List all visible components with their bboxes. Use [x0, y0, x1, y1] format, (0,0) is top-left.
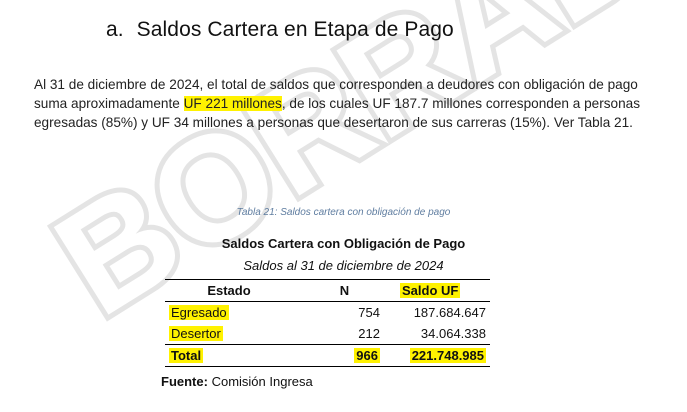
header-saldo-label: Saldo UF	[400, 283, 461, 298]
cell-saldo: 187.684.647	[413, 305, 486, 320]
table-subtitle: Saldos al 31 de diciembre de 2024	[243, 258, 444, 273]
table-caption: Tabla 21: Saldos cartera con obligación …	[236, 207, 451, 218]
table-header-row: Estado N Saldo UF	[165, 279, 490, 302]
cell-n: 754	[358, 305, 380, 320]
cell-estado-label: Desertor	[169, 326, 223, 341]
cell-estado: Egresado	[165, 302, 293, 324]
section-title: Saldos Cartera en Etapa de Pago	[136, 18, 454, 41]
header-estado: Estado	[207, 283, 251, 298]
cell-saldo: 34.064.338	[420, 326, 486, 341]
total-n: 966	[293, 345, 396, 367]
table-row: Egresado 754 187.684.647	[165, 302, 490, 324]
source-value: Comisión Ingresa	[211, 374, 313, 389]
paragraph-text-1: Al 31 de diciembre de 2024, el total de …	[34, 77, 638, 111]
source-label: Fuente:	[161, 374, 208, 389]
header-saldo: Saldo UF	[396, 280, 490, 302]
cell-estado-label: Egresado	[169, 305, 229, 320]
total-estado: Total	[165, 345, 293, 367]
table-row: Desertor 212 34.064.338	[165, 323, 490, 345]
total-saldo-value: 221.748.985	[409, 348, 486, 363]
table-total-row: Total 966 221.748.985	[165, 344, 490, 367]
section-heading: a. Saldos Cartera en Etapa de Pago	[106, 18, 454, 42]
table-title: Saldos Cartera con Obligación de Pago	[221, 236, 466, 251]
section-number: a.	[106, 18, 124, 41]
cell-estado: Desertor	[165, 323, 293, 345]
paragraph-highlight: UF 221 millones	[183, 96, 282, 111]
total-saldo: 221.748.985	[396, 345, 490, 367]
header-n: N	[339, 283, 350, 298]
total-estado-label: Total	[169, 348, 204, 363]
cell-n: 212	[358, 326, 380, 341]
total-n-value: 966	[354, 348, 380, 363]
body-paragraph: Al 31 de diciembre de 2024, el total de …	[34, 75, 664, 132]
balances-table: Estado N Saldo UF Egresado 754 187.684.6…	[165, 279, 490, 367]
paragraph-text-2: , de los cuales UF 187.7 millones corres…	[34, 96, 640, 130]
source-note: Fuente: Comisión Ingresa	[161, 374, 313, 389]
